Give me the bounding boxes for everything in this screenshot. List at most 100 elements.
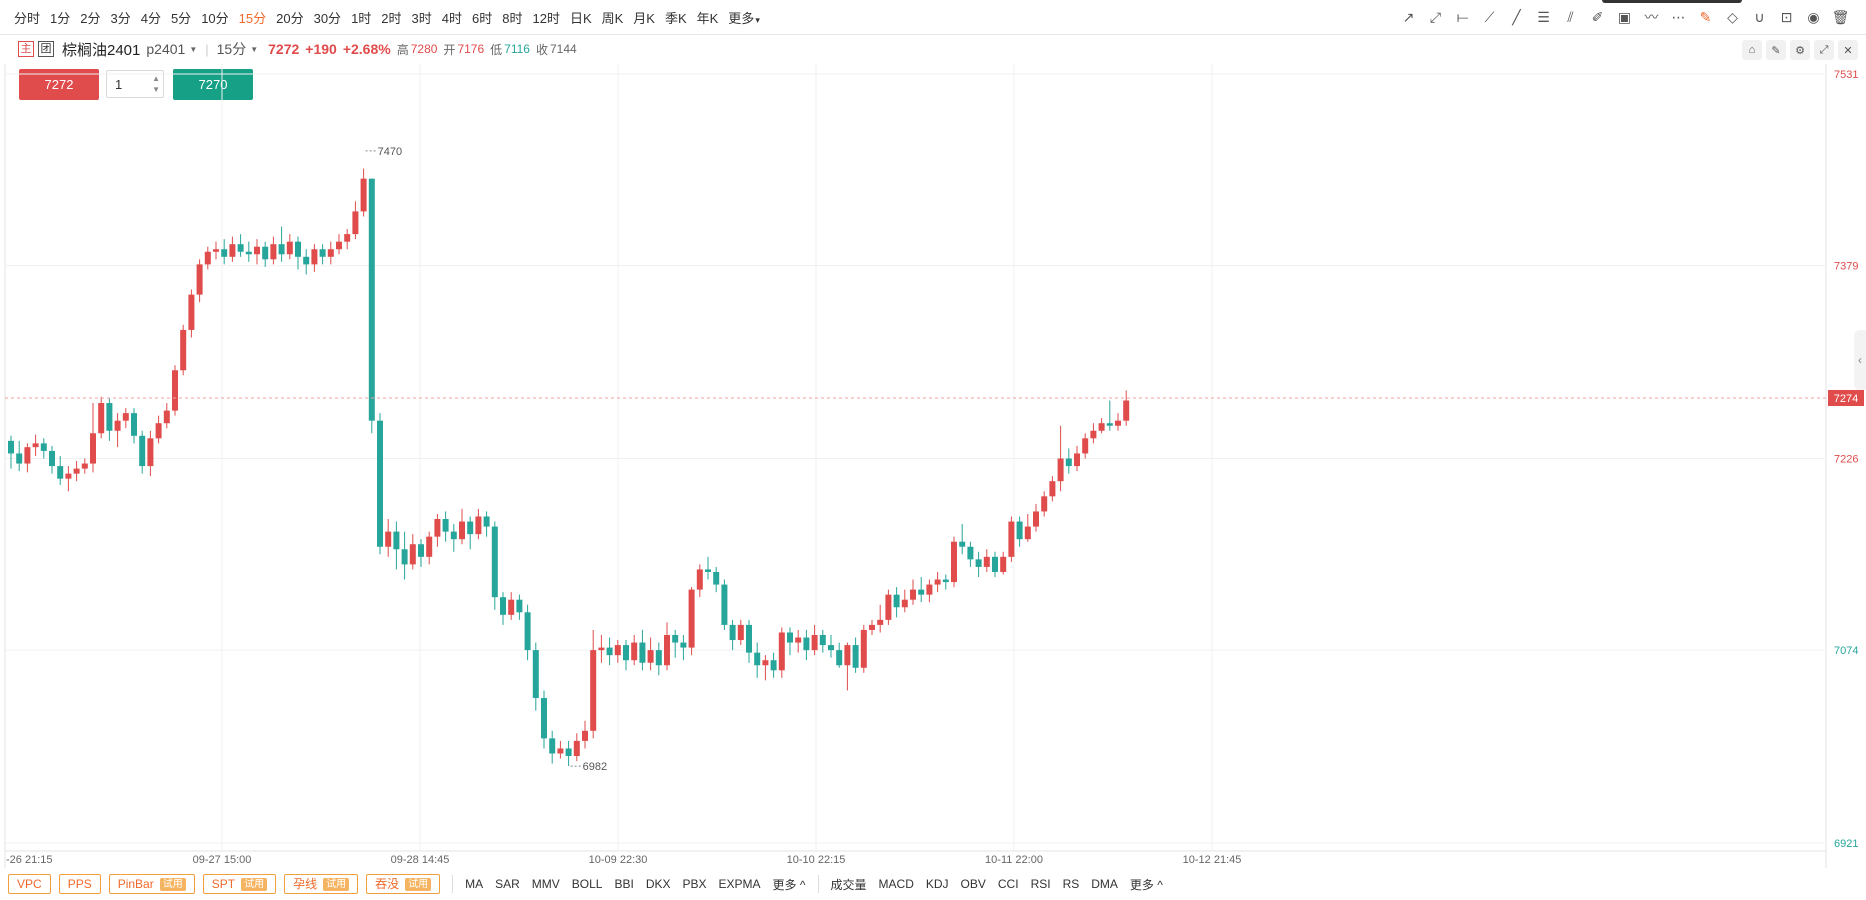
more-tools-icon[interactable]: ⋯ [1671,8,1686,25]
candle-body [1057,458,1064,482]
candle-body [32,443,39,448]
special-indicator-4[interactable]: 孕线 试用 [284,874,359,894]
candle-body [951,541,957,583]
special-indicator-0[interactable]: VPC [8,874,51,894]
extended-line-icon[interactable]: ╱ [1512,8,1521,25]
candle-body [713,571,720,585]
settings-icon[interactable]: ⚙ [1790,40,1810,60]
main-indicator-7[interactable]: EXPMA [718,877,761,891]
period-18[interactable]: 周K [601,10,624,26]
main-indicator-4[interactable]: BBI [614,877,634,891]
candlestick-chart[interactable]: 7531 7379 7226 7074 6921 -26 21:15 09-27 15:00… [0,64,1866,868]
candle-body [57,466,64,479]
candle-body [319,249,326,257]
sub-indicator-5[interactable]: RSI [1030,877,1051,891]
eraser-icon[interactable]: ◇ [1727,8,1738,25]
period-12[interactable]: 3时 [411,10,432,26]
trash-icon[interactable]: 🗑 [1831,8,1850,25]
candle-body [942,579,949,583]
trend-line-icon[interactable]: ↗ [1402,8,1415,25]
interval-select[interactable]: 15分 [216,41,247,57]
candle-body [754,652,761,666]
fan-icon[interactable]: ⫽ [1567,8,1574,25]
chart-style-icon[interactable]: ⌂ [1742,40,1762,60]
period-17[interactable]: 日K [569,10,592,26]
edit-icon[interactable]: ✎ [1766,40,1786,60]
ray-icon[interactable]: ⤢ [1429,8,1442,25]
candle-body [1090,430,1097,439]
draw-mode-icon[interactable]: ✎ [1699,8,1712,25]
period-13[interactable]: 4时 [441,10,462,26]
pattern-icon[interactable]: 〰 [1644,9,1659,25]
horizontal-line-icon[interactable]: ⟝ [1456,8,1469,25]
period-15[interactable]: 8时 [502,10,523,26]
sub-indicator-6[interactable]: RS [1062,877,1080,891]
special-indicator-3[interactable]: SPT 试用 [202,874,277,894]
quantity-value[interactable]: 1 [115,77,123,92]
symbol-name[interactable]: 棕榈油2401 [62,41,141,59]
period-4[interactable]: 4分 [140,10,161,26]
main-indicator-2[interactable]: MMV [531,877,560,891]
candle-body [131,413,137,436]
symbol-code[interactable]: p2401 [146,41,186,57]
candle-body [1016,521,1023,540]
main-indicator-3[interactable]: BOLL [571,877,603,891]
more-caret-icon[interactable]: ▾ [755,14,760,25]
sub-indicator-8[interactable]: 更多 ^ [1129,877,1163,892]
main-indicator-0[interactable]: MA [465,877,484,891]
stepper-arrows-icon[interactable]: ▲ ▼ [152,74,160,94]
period-19[interactable]: 月K [633,10,655,26]
magnet-icon[interactable]: ∪ [1754,8,1765,25]
expand-icon[interactable]: ⤢ [1814,40,1834,60]
segment-icon[interactable]: ⟋ [1484,8,1495,25]
period-1[interactable]: 1分 [50,10,71,26]
period-9[interactable]: 30分 [313,10,342,26]
period-11[interactable]: 2时 [381,10,402,26]
fibonacci-icon[interactable]: ☰ [1537,8,1550,25]
candle-body [1008,521,1015,557]
sub-indicator-3[interactable]: OBV [960,877,986,891]
interval-dropdown-icon[interactable]: ▼ [250,44,259,54]
main-indicator-1[interactable]: SAR [495,877,520,891]
main-indicator-5[interactable]: DKX [645,877,671,891]
special-indicator-5[interactable]: 吞没 试用 [366,874,441,894]
brush-icon[interactable]: ✐ [1591,8,1604,25]
period-2[interactable]: 2分 [80,10,101,26]
sub-indicator-2[interactable]: KDJ [925,877,949,891]
sub-indicator-1[interactable]: MACD [878,877,914,891]
candle-body [828,645,834,651]
period-14[interactable]: 6时 [472,10,493,26]
period-6[interactable]: 10分 [201,10,229,26]
period-3[interactable]: 3分 [110,10,131,26]
quantity-stepper[interactable]: 1 ▲ ▼ [106,70,164,98]
candle-body [327,249,334,257]
main-indicator-8[interactable]: 更多 ^ [772,877,806,892]
sub-indicator-7[interactable]: DMA [1091,877,1118,891]
sub-indicator-4[interactable]: CCI [997,877,1019,891]
period-20[interactable]: 季K [664,10,687,26]
candle-body [811,634,818,651]
current-price-tag [1828,389,1864,406]
image-icon[interactable]: ▣ [1617,8,1632,25]
sub-indicator-0[interactable]: 成交量 [830,877,867,892]
candle-body [672,634,679,643]
period-0[interactable]: 分时 [14,10,41,26]
lock-icon[interactable]: ⊡ [1780,8,1793,25]
period-22[interactable]: 更多▾ [728,10,760,26]
collapse-panel-icon[interactable]: ‹ [1854,330,1866,390]
period-5[interactable]: 5分 [170,10,192,26]
special-indicator-1[interactable]: PPS [58,874,101,894]
period-21[interactable]: 年K [696,10,719,26]
period-16[interactable]: 12时 [532,10,560,26]
candle-body [729,624,736,641]
candle-body [688,589,695,648]
period-8[interactable]: 20分 [276,10,304,26]
candle-body [286,241,293,255]
period-10[interactable]: 1时 [351,10,372,26]
special-indicator-2[interactable]: PinBar 试用 [108,874,195,894]
main-indicator-6[interactable]: PBX [682,877,707,891]
close-icon[interactable]: ✕ [1838,40,1858,60]
symbol-dropdown-icon[interactable]: ▼ [189,44,198,54]
period-7[interactable]: 15分 [238,10,267,26]
eye-icon[interactable]: ◉ [1807,8,1820,25]
